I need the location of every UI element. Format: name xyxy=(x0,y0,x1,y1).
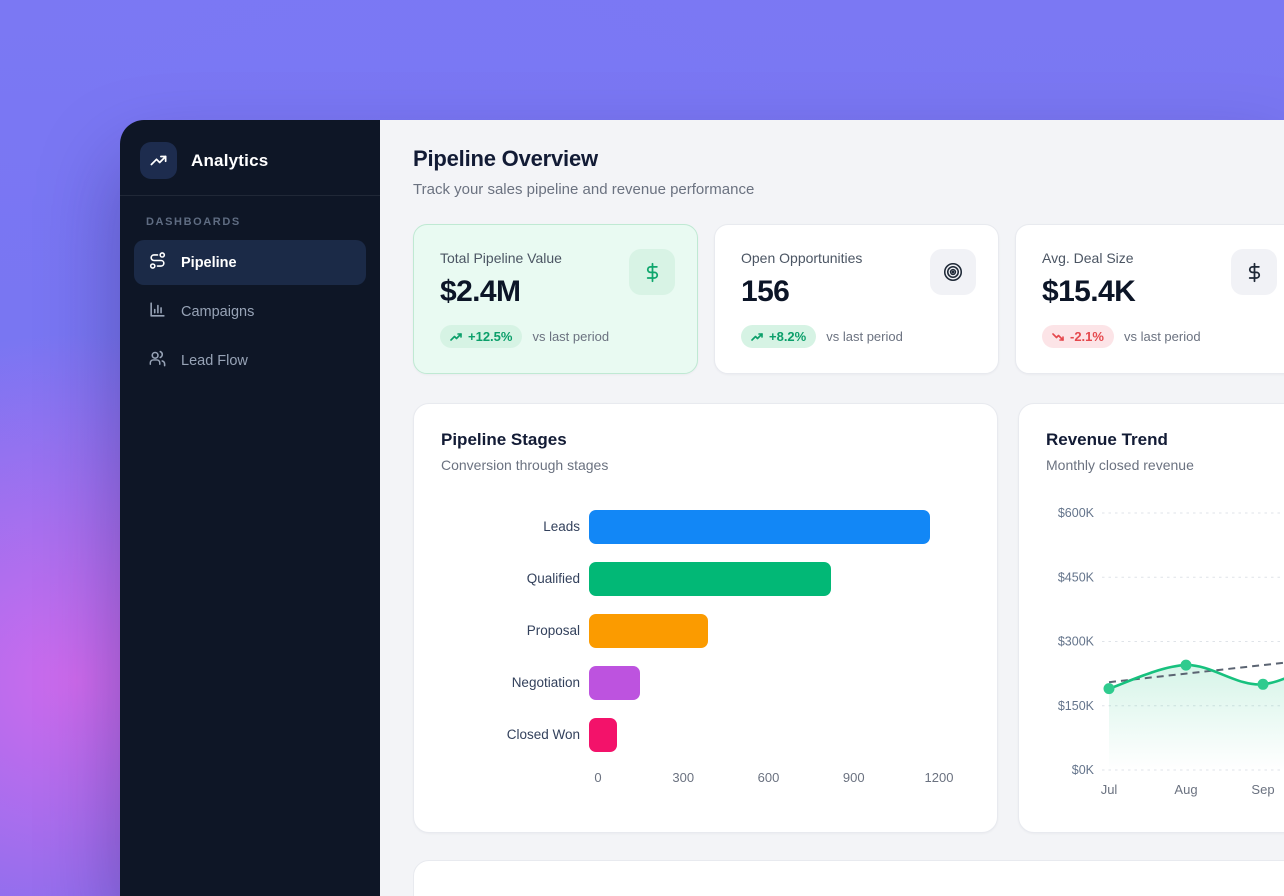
sidebar-item-label: Lead Flow xyxy=(181,352,248,369)
data-point-aug[interactable] xyxy=(1180,659,1192,671)
bar-track xyxy=(589,666,930,700)
bar-row-qualified: Qualified xyxy=(441,562,970,596)
bar-negotiation[interactable] xyxy=(589,666,641,700)
chart-title: Revenue Trend xyxy=(1046,430,1168,449)
x-axis-label: Sep xyxy=(1251,782,1274,797)
change-value: -2.1% xyxy=(1070,329,1104,344)
chart-subtitle: Conversion through stages xyxy=(441,457,609,473)
bottom-card-partial xyxy=(413,860,1284,896)
area-fill xyxy=(1109,665,1284,770)
y-axis-label: $600K xyxy=(1058,506,1095,520)
stat-value: 156 xyxy=(741,275,790,308)
dollar-icon xyxy=(1231,249,1277,295)
revenue-trend-card: Revenue Trend Monthly closed revenue $0K… xyxy=(1018,403,1284,833)
data-point-jul[interactable] xyxy=(1103,683,1115,695)
y-axis-label: $450K xyxy=(1058,570,1095,584)
trending-up-icon xyxy=(140,142,177,179)
actual-line xyxy=(1107,663,1284,690)
stat-value: $15.4K xyxy=(1042,275,1136,308)
change-badge: +12.5% xyxy=(440,325,523,348)
revenue-trend-line-chart: $0K $150K $300K $450K $600K Jul Aug Sep xyxy=(1046,505,1284,810)
bar-track xyxy=(589,718,930,752)
y-axis-label: $300K xyxy=(1058,635,1095,649)
trending-up-icon xyxy=(751,332,763,341)
sidebar-item-lead-flow[interactable]: Lead Flow xyxy=(134,338,366,383)
charts-row: Pipeline Stages Conversion through stage… xyxy=(413,403,1284,833)
trending-down-icon xyxy=(1052,332,1064,341)
bar-row-proposal: Proposal xyxy=(441,614,970,648)
x-axis-tick: 600 xyxy=(757,770,780,785)
sidebar-item-pipeline[interactable]: Pipeline xyxy=(134,240,366,285)
page-subtitle: Track your sales pipeline and revenue pe… xyxy=(413,181,755,198)
stat-value: $2.4M xyxy=(440,275,521,308)
bar-leads[interactable] xyxy=(589,510,930,544)
change-value: +8.2% xyxy=(769,329,807,344)
stat-card-avg-deal-size: Avg. Deal Size $15.4K -2.1% vs last peri… xyxy=(1015,224,1284,374)
route-icon xyxy=(148,251,167,274)
x-axis-label: Jul xyxy=(1101,782,1118,797)
sidebar-item-label: Campaigns xyxy=(181,303,255,320)
y-axis-label: $150K xyxy=(1058,699,1095,713)
users-icon xyxy=(148,349,167,372)
trending-up-icon xyxy=(450,332,462,341)
page-title: Pipeline Overview xyxy=(413,146,598,171)
sidebar: Analytics DASHBOARDS Pipeline Campaigns xyxy=(120,120,380,896)
bar-proposal[interactable] xyxy=(589,614,709,648)
main-content: Pipeline Overview Track your sales pipel… xyxy=(380,120,1284,896)
line-chart-svg: $0K $150K $300K $450K $600K Jul Aug Sep xyxy=(1058,506,1284,797)
bar-track xyxy=(589,510,930,544)
target-line xyxy=(1108,661,1284,684)
change-badge: -2.1% xyxy=(1042,325,1114,348)
comparison-label: vs last period xyxy=(1123,329,1201,344)
x-axis-tick: 900 xyxy=(842,770,865,785)
pipeline-stages-bar-chart: Leads Qualified Proposal Negotiation Closed … xyxy=(441,510,970,752)
dollar-icon xyxy=(629,249,675,295)
sidebar-divider xyxy=(120,195,380,196)
x-axis-tick: 0 xyxy=(594,770,602,785)
bar-category-label: Negotiation xyxy=(511,675,580,691)
bar-track xyxy=(589,614,930,648)
brand: Analytics xyxy=(134,134,366,195)
stat-label: Open Opportunities xyxy=(741,250,863,266)
pipeline-stages-card: Pipeline Stages Conversion through stage… xyxy=(413,403,998,833)
brand-name: Analytics xyxy=(191,150,269,170)
stats-row: Total Pipeline Value $2.4M +12.5% vs las… xyxy=(413,224,1284,374)
bar-row-leads: Leads xyxy=(441,510,970,544)
stat-footer: +12.5% vs last period xyxy=(440,325,675,348)
chart-title: Pipeline Stages xyxy=(441,430,567,449)
bar-qualified[interactable] xyxy=(589,562,831,596)
change-badge: +8.2% xyxy=(741,325,817,348)
app-window: Analytics DASHBOARDS Pipeline Campaigns xyxy=(120,120,1284,896)
stat-card-total-pipeline-value: Total Pipeline Value $2.4M +12.5% vs las… xyxy=(413,224,698,374)
bar-chart-x-axis: 0 300 600 900 1200 xyxy=(594,770,953,788)
comparison-label: vs last period xyxy=(532,329,610,344)
bar-row-closed-won: Closed Won xyxy=(441,718,970,752)
stat-card-open-opportunities: Open Opportunities 156 +8.2% vs last per… xyxy=(714,224,999,374)
stat-label: Total Pipeline Value xyxy=(440,250,562,266)
chart-subtitle: Monthly closed revenue xyxy=(1046,457,1194,473)
bar-category-label: Leads xyxy=(543,519,580,535)
x-axis-tick: 1200 xyxy=(924,770,954,785)
x-axis-label: Aug xyxy=(1174,782,1197,797)
bar-closed-won[interactable] xyxy=(589,718,618,752)
bar-chart-icon xyxy=(148,300,167,323)
stat-footer: +8.2% vs last period xyxy=(741,325,976,348)
bar-category-label: Qualified xyxy=(526,571,580,587)
stat-label: Avg. Deal Size xyxy=(1042,250,1134,266)
data-point-sep[interactable] xyxy=(1257,678,1269,690)
bar-category-label: Closed Won xyxy=(506,727,580,743)
sidebar-section-label: DASHBOARDS xyxy=(146,216,241,228)
stat-footer: -2.1% vs last period xyxy=(1042,325,1277,348)
change-value: +12.5% xyxy=(468,329,513,344)
target-icon xyxy=(930,249,976,295)
sidebar-item-campaigns[interactable]: Campaigns xyxy=(134,289,366,334)
sidebar-item-label: Pipeline xyxy=(181,254,237,271)
bar-category-label: Proposal xyxy=(526,623,580,639)
bar-row-negotiation: Negotiation xyxy=(441,666,970,700)
y-axis-label: $0K xyxy=(1072,763,1095,777)
bar-track xyxy=(589,562,930,596)
comparison-label: vs last period xyxy=(826,329,903,344)
x-axis-tick: 300 xyxy=(672,770,695,785)
